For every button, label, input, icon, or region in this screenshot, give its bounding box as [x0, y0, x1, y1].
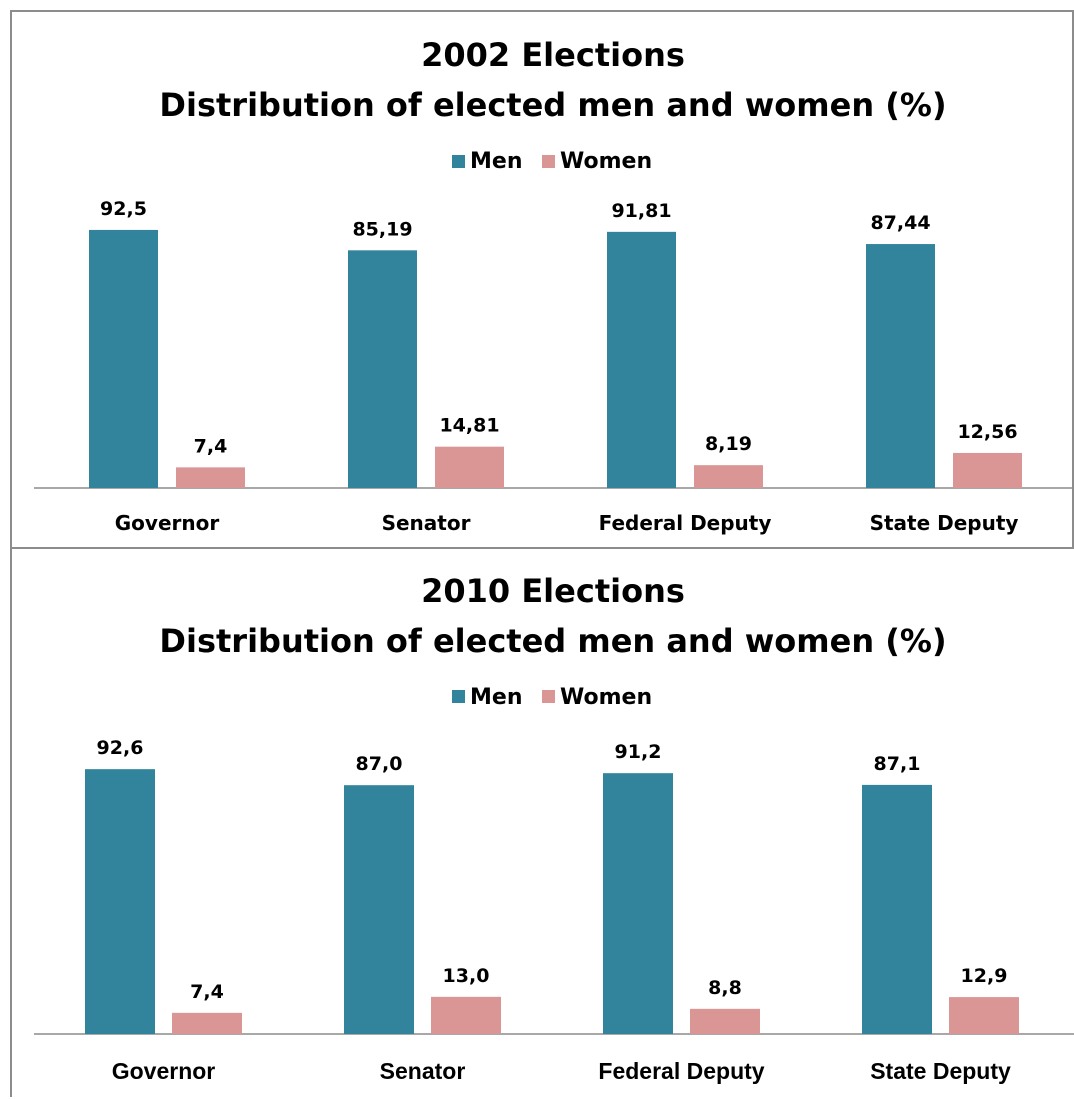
chart-2010: 2010 Elections Distribution of elected m… — [34, 572, 1074, 1084]
chart-title: 2002 Elections — [421, 36, 685, 74]
data-label-men-state-deputy: 87,1 — [874, 753, 921, 775]
category-label-senator: Senator — [382, 511, 471, 535]
bar-men-senator — [344, 785, 414, 1034]
legend-swatch-men — [452, 155, 465, 168]
data-label-men-senator: 85,19 — [352, 218, 412, 240]
bar-women-governor — [176, 467, 245, 488]
legend-swatch-women — [542, 690, 555, 703]
chart-panel-2002: 2002 Elections Distribution of elected m… — [10, 10, 1074, 547]
chart-subtitle: Distribution of elected men and women (%… — [159, 86, 946, 124]
data-label-women-senator: 13,0 — [443, 965, 490, 987]
data-label-women-state-deputy: 12,9 — [961, 965, 1008, 987]
category-label-federal-deputy: Federal Deputy — [599, 511, 772, 535]
bar-women-federal-deputy — [690, 1008, 760, 1034]
category-label-federal-deputy: Federal Deputy — [598, 1058, 764, 1084]
legend: Men Women — [452, 149, 652, 174]
bar-men-governor — [89, 229, 158, 489]
chart-2002: 2002 Elections Distribution of elected m… — [34, 36, 1074, 535]
category-label-governor: Governor — [115, 511, 220, 535]
legend-label-men: Men — [470, 685, 522, 710]
category-label-senator: Senator — [380, 1058, 466, 1084]
data-label-women-federal-deputy: 8,19 — [705, 433, 752, 455]
data-label-men-federal-deputy: 91,81 — [611, 200, 671, 222]
bar-men-senator — [348, 250, 417, 488]
bar-men-governor — [85, 769, 155, 1034]
data-label-women-state-deputy: 12,56 — [957, 421, 1017, 443]
legend-swatch-men — [452, 690, 465, 703]
data-label-women-federal-deputy: 8,8 — [708, 977, 742, 999]
bar-women-state-deputy — [949, 997, 1019, 1034]
data-label-men-senator: 87,0 — [356, 753, 403, 775]
data-label-men-state-deputy: 87,44 — [870, 212, 930, 234]
bar-men-state-deputy — [866, 244, 935, 488]
legend-label-women: Women — [560, 685, 652, 710]
bar-men-federal-deputy — [607, 231, 676, 488]
chart-subtitle: Distribution of elected men and women (%… — [159, 622, 946, 660]
bar-women-federal-deputy — [694, 465, 763, 488]
legend-label-men: Men — [470, 149, 522, 174]
data-label-women-governor: 7,4 — [190, 981, 224, 1003]
chart-panel-2010: 2010 Elections Distribution of elected m… — [10, 547, 1074, 1097]
bar-women-state-deputy — [953, 452, 1022, 488]
data-label-women-senator: 14,81 — [439, 415, 499, 437]
data-label-men-governor: 92,6 — [97, 737, 144, 759]
bar-men-state-deputy — [862, 784, 932, 1034]
data-label-men-federal-deputy: 91,2 — [615, 741, 662, 763]
legend: Men Women — [452, 685, 652, 710]
bar-men-federal-deputy — [603, 773, 673, 1034]
legend-label-women: Women — [560, 149, 652, 174]
chart-title: 2010 Elections — [421, 572, 685, 610]
data-label-men-governor: 92,5 — [100, 198, 147, 220]
bar-women-governor — [172, 1012, 242, 1034]
bar-women-senator — [431, 996, 501, 1034]
category-label-governor: Governor — [112, 1058, 216, 1084]
category-label-state-deputy: State Deputy — [870, 511, 1019, 535]
legend-swatch-women — [542, 155, 555, 168]
data-label-women-governor: 7,4 — [194, 435, 228, 457]
bar-women-senator — [435, 446, 504, 488]
category-label-state-deputy: State Deputy — [870, 1058, 1011, 1084]
